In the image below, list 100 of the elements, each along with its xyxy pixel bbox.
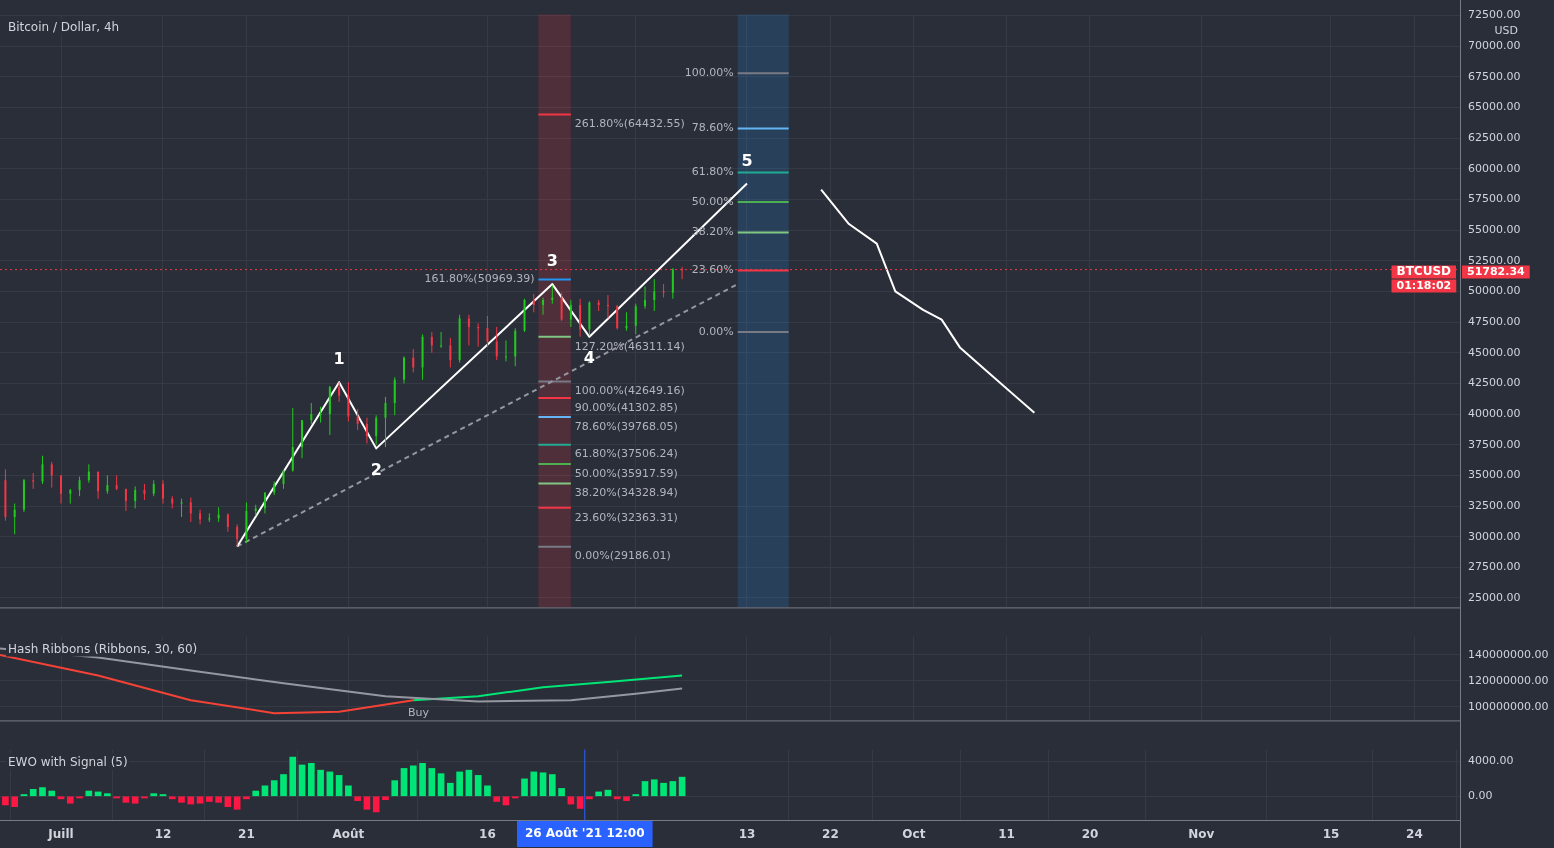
candlestick	[78, 476, 81, 497]
candlestick	[477, 322, 480, 348]
candlestick	[403, 355, 406, 384]
annotation: 61.80%	[691, 165, 734, 179]
y-tick-label: 30000.00	[1468, 529, 1521, 543]
annotation: 100.00%(42649.16)	[574, 384, 685, 398]
x-tick-label: 11	[998, 827, 1015, 842]
y-tick-label: 50000.00	[1468, 284, 1521, 298]
bar	[641, 781, 649, 797]
y-tick-label: 40000.00	[1468, 406, 1521, 420]
candlestick	[338, 381, 341, 403]
bar	[2, 796, 9, 806]
bar	[196, 796, 204, 804]
annotation: 23.60%(32363.31)	[574, 510, 678, 524]
bar	[437, 773, 445, 797]
annotation: 61.80%(37506.24)	[574, 447, 678, 461]
bar	[29, 788, 37, 797]
bar	[484, 785, 491, 797]
y-tick-label: 55000.00	[1468, 223, 1521, 236]
text: EWO with Signal (5)	[8, 754, 128, 769]
candlestick	[189, 496, 192, 523]
annotation: 01:18:02	[1396, 278, 1452, 292]
x-tick-label: Oct	[902, 827, 926, 842]
bar	[178, 796, 185, 803]
y-tick-label: 57500.00	[1468, 192, 1521, 206]
x-tick-label: 22	[822, 827, 839, 842]
candlestick	[384, 396, 387, 448]
candlestick	[50, 461, 53, 489]
annotation: 261.80%(64432.55)	[574, 117, 685, 131]
annotation: 1	[333, 349, 345, 369]
bar	[372, 796, 380, 813]
candlestick	[13, 503, 16, 535]
candlestick	[199, 509, 202, 525]
y-tick-label: 35000.00	[1468, 468, 1521, 482]
x-tick-label: 21	[238, 827, 255, 842]
bar	[243, 796, 250, 800]
bar	[660, 782, 667, 797]
bar	[447, 782, 454, 797]
bar	[150, 793, 158, 797]
candlestick	[97, 471, 100, 500]
candlestick	[291, 407, 294, 473]
candlestick	[644, 286, 647, 310]
candlestick	[282, 469, 285, 490]
candlestick	[653, 278, 656, 312]
bar	[474, 775, 482, 797]
y-tick-label: 45000.00	[1468, 345, 1521, 359]
y-tick-label: 65000.00	[1468, 100, 1521, 114]
candlestick	[495, 326, 498, 361]
candlestick	[430, 331, 433, 354]
y-tick-label: 42500.00	[1468, 376, 1521, 390]
x-tick-label: Juill	[47, 827, 74, 842]
bar	[335, 775, 343, 797]
candlestick	[560, 292, 563, 322]
x-tick-label: 12	[154, 827, 172, 842]
annotation: 78.60%(39768.05)	[574, 419, 678, 433]
candlestick	[412, 348, 415, 373]
x-tick-label: 20	[1081, 827, 1099, 842]
bar	[502, 796, 510, 806]
bar	[613, 796, 621, 800]
bar	[206, 796, 213, 802]
y-tick-label: 47500.00	[1468, 314, 1521, 328]
candlestick	[467, 314, 470, 346]
y-tick-label: 37500.00	[1468, 437, 1521, 451]
candlestick	[449, 337, 452, 368]
y-tick-label: 72500.00	[1468, 8, 1521, 22]
candlestick	[87, 463, 90, 484]
y-tick-label: 100000000.00	[1468, 699, 1549, 713]
candlestick	[226, 512, 229, 533]
bar	[317, 769, 324, 797]
bar	[539, 772, 547, 797]
bar	[48, 790, 56, 797]
candlestick	[60, 474, 63, 505]
bar	[280, 774, 287, 797]
candlestick	[356, 408, 359, 431]
annotation: 161.80%(50969.39)	[424, 272, 535, 286]
bar	[11, 796, 19, 808]
bar	[595, 791, 603, 797]
candlestick	[393, 376, 396, 416]
bar	[669, 781, 677, 797]
annotation: 0.00%	[698, 324, 734, 338]
bar	[586, 796, 593, 800]
bar	[104, 793, 111, 797]
bar	[233, 796, 241, 810]
candlestick	[634, 303, 637, 335]
bar	[363, 796, 371, 810]
bar	[345, 785, 352, 797]
candlestick	[236, 523, 239, 547]
candlestick	[616, 304, 619, 330]
bar	[549, 774, 556, 797]
bar	[428, 768, 436, 797]
y-tick-label: 140000000.00	[1468, 647, 1549, 661]
candlestick	[504, 339, 507, 362]
bar	[650, 779, 658, 797]
annotation: 90.00%(41302.85)	[574, 400, 678, 414]
x-tick-label: 13	[738, 827, 756, 842]
text: 51782.34	[1467, 264, 1526, 278]
bar	[409, 765, 417, 797]
candlestick	[671, 267, 674, 300]
x-tick-label: Août	[332, 827, 365, 842]
annotation: 38.20%(34328.94)	[574, 486, 678, 500]
